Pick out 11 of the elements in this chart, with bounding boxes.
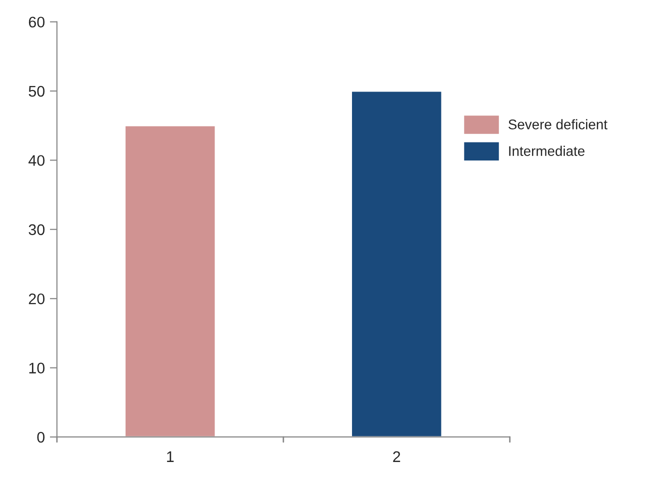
y-tick-label: 10 [29,362,45,374]
y-tick-label: 50 [28,86,45,97]
y-tick-label: 30 [28,224,45,236]
legend-label: Severe deficient [508,119,608,130]
legend-label: Intermediate [509,146,584,156]
x-tick-label: 1 [167,451,174,462]
y-tick-label: 60 [28,16,45,28]
x-tick-label: 2 [393,451,400,462]
y-tick-label: 40 [28,155,45,166]
y-tick-label: 0 [37,432,45,443]
y-tick-label: 20 [28,293,45,304]
